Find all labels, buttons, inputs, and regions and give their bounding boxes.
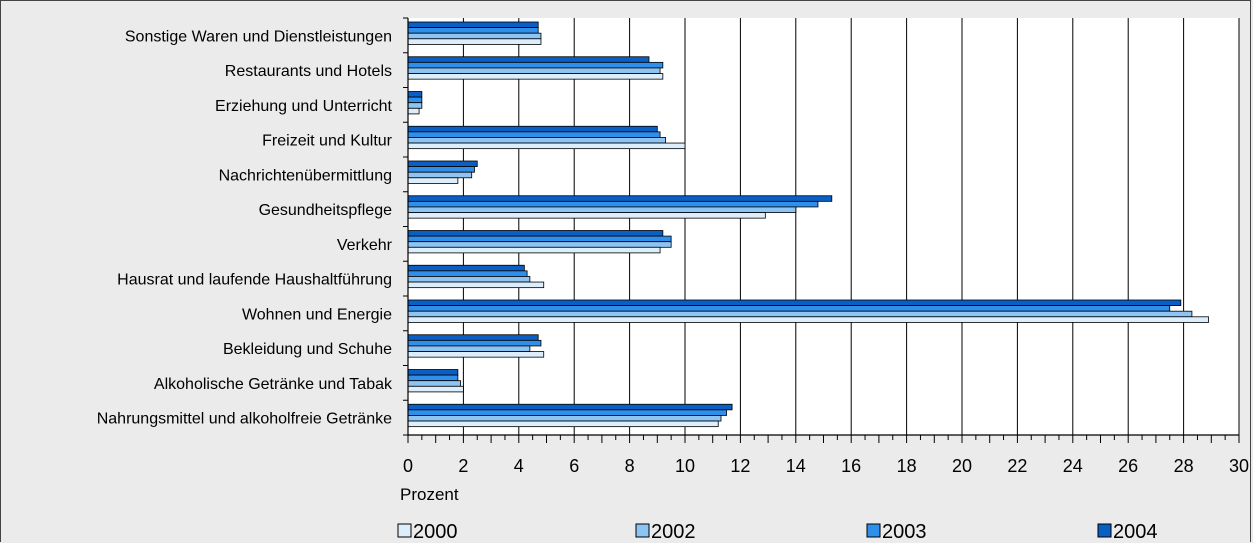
bar-2000 [407, 142, 686, 150]
bar-2004 [407, 334, 539, 341]
x-tick-label: 0 [403, 456, 413, 476]
x-tick-label: 26 [1118, 456, 1138, 476]
bar-2000 [407, 177, 459, 184]
category-axis: Sonstige Waren und Dienstleistungen Resta… [97, 17, 408, 436]
category-label: Restaurants und Hotels [225, 63, 392, 80]
bar-2000 [407, 107, 420, 115]
bar-2002 [407, 137, 667, 144]
category-label: Erziehung und Unterricht [215, 98, 393, 115]
category-label: Wohnen und Energie [242, 306, 392, 323]
category-label: Freizeit und Kultur [262, 133, 393, 150]
x-tick-label: 22 [1007, 456, 1027, 476]
bar-2002 [407, 241, 672, 248]
bar-2003 [407, 339, 542, 347]
bar-2003 [407, 166, 475, 173]
legend-swatch-2000 [397, 523, 412, 538]
category-label: Nachrichtenübermittlung [219, 167, 392, 184]
category-label: Gesundheitspflege [259, 202, 393, 219]
bar-2003 [407, 374, 459, 382]
bar-2003 [407, 200, 819, 208]
x-tick-label: 8 [625, 456, 635, 476]
category-label: Sonstige Waren und Dienstleistungen [125, 28, 392, 45]
bar-2004 [407, 369, 459, 376]
bar-2003 [407, 27, 539, 34]
legend-swatch-2003 [866, 523, 881, 538]
bar-2003 [407, 305, 1171, 312]
legend: 2000 2002 2003 2004 [397, 521, 1158, 543]
legend-label-2000: 2000 [413, 521, 458, 543]
bar-2002 [407, 415, 722, 422]
bar-2004 [407, 299, 1182, 306]
bar-2002 [407, 32, 542, 40]
bar-2000 [407, 73, 664, 80]
bar-2002 [407, 345, 531, 352]
bar-2003 [407, 61, 664, 69]
bar-2002 [407, 310, 1193, 318]
bar-2004 [407, 230, 664, 237]
bar-2000 [407, 281, 545, 289]
x-tick-label: 12 [730, 456, 750, 476]
bar-2002 [407, 67, 661, 74]
bar-2002 [407, 276, 531, 283]
x-tick-label: 18 [897, 456, 917, 476]
category-label: Hausrat und laufende Haushaltführung [117, 272, 392, 289]
bar-2003 [407, 131, 661, 138]
bar-2003 [407, 235, 672, 243]
bar-2004 [407, 56, 650, 63]
x-tick-label: 20 [952, 456, 972, 476]
bar-2004 [407, 264, 525, 272]
category-label: Nahrungsmittel und alkoholfreie Getränke [97, 411, 392, 428]
x-axis-label: Prozent [400, 485, 459, 504]
legend-label-2004: 2004 [1113, 521, 1158, 543]
bar-2000 [407, 385, 464, 393]
bar-2000 [407, 38, 542, 45]
bar-2004 [407, 91, 423, 98]
bar-2002 [407, 380, 462, 387]
bar-2004 [407, 125, 658, 133]
bar-2004 [407, 195, 833, 202]
bar-2000 [407, 212, 766, 219]
plot-area [408, 18, 1239, 435]
bar-2004 [407, 21, 539, 28]
bar-2003 [407, 270, 528, 277]
bar-2004 [407, 160, 478, 167]
bar-2003 [407, 409, 727, 416]
bar-2002 [407, 171, 473, 179]
x-tick-label: 2 [458, 456, 468, 476]
bar-2002 [407, 102, 423, 109]
category-label: Verkehr [337, 237, 393, 254]
x-tick-label: 30 [1229, 456, 1249, 476]
bar-2000 [407, 316, 1209, 323]
bar-2000 [407, 420, 719, 428]
legend-swatch-2004 [1097, 523, 1112, 538]
bar-2003 [407, 96, 423, 104]
x-tick-label: 16 [841, 456, 861, 476]
bar-2000 [407, 351, 545, 358]
legend-swatch-2002 [635, 523, 650, 538]
x-tick-label: 6 [569, 456, 579, 476]
bar-2000 [407, 246, 661, 254]
legend-label-2002: 2002 [651, 521, 696, 543]
legend-label-2003: 2003 [882, 521, 927, 543]
x-tick-label: 24 [1063, 456, 1083, 476]
x-tick-label: 28 [1174, 456, 1194, 476]
x-tick-label: 14 [786, 456, 806, 476]
x-tick-label: 10 [675, 456, 695, 476]
category-label: Bekleidung und Schuhe [223, 341, 392, 358]
bar-2002 [407, 206, 797, 213]
x-tick-label: 4 [514, 456, 524, 476]
category-label: Alkoholische Getränke und Tabak [154, 376, 393, 393]
bar-2004 [407, 403, 733, 411]
